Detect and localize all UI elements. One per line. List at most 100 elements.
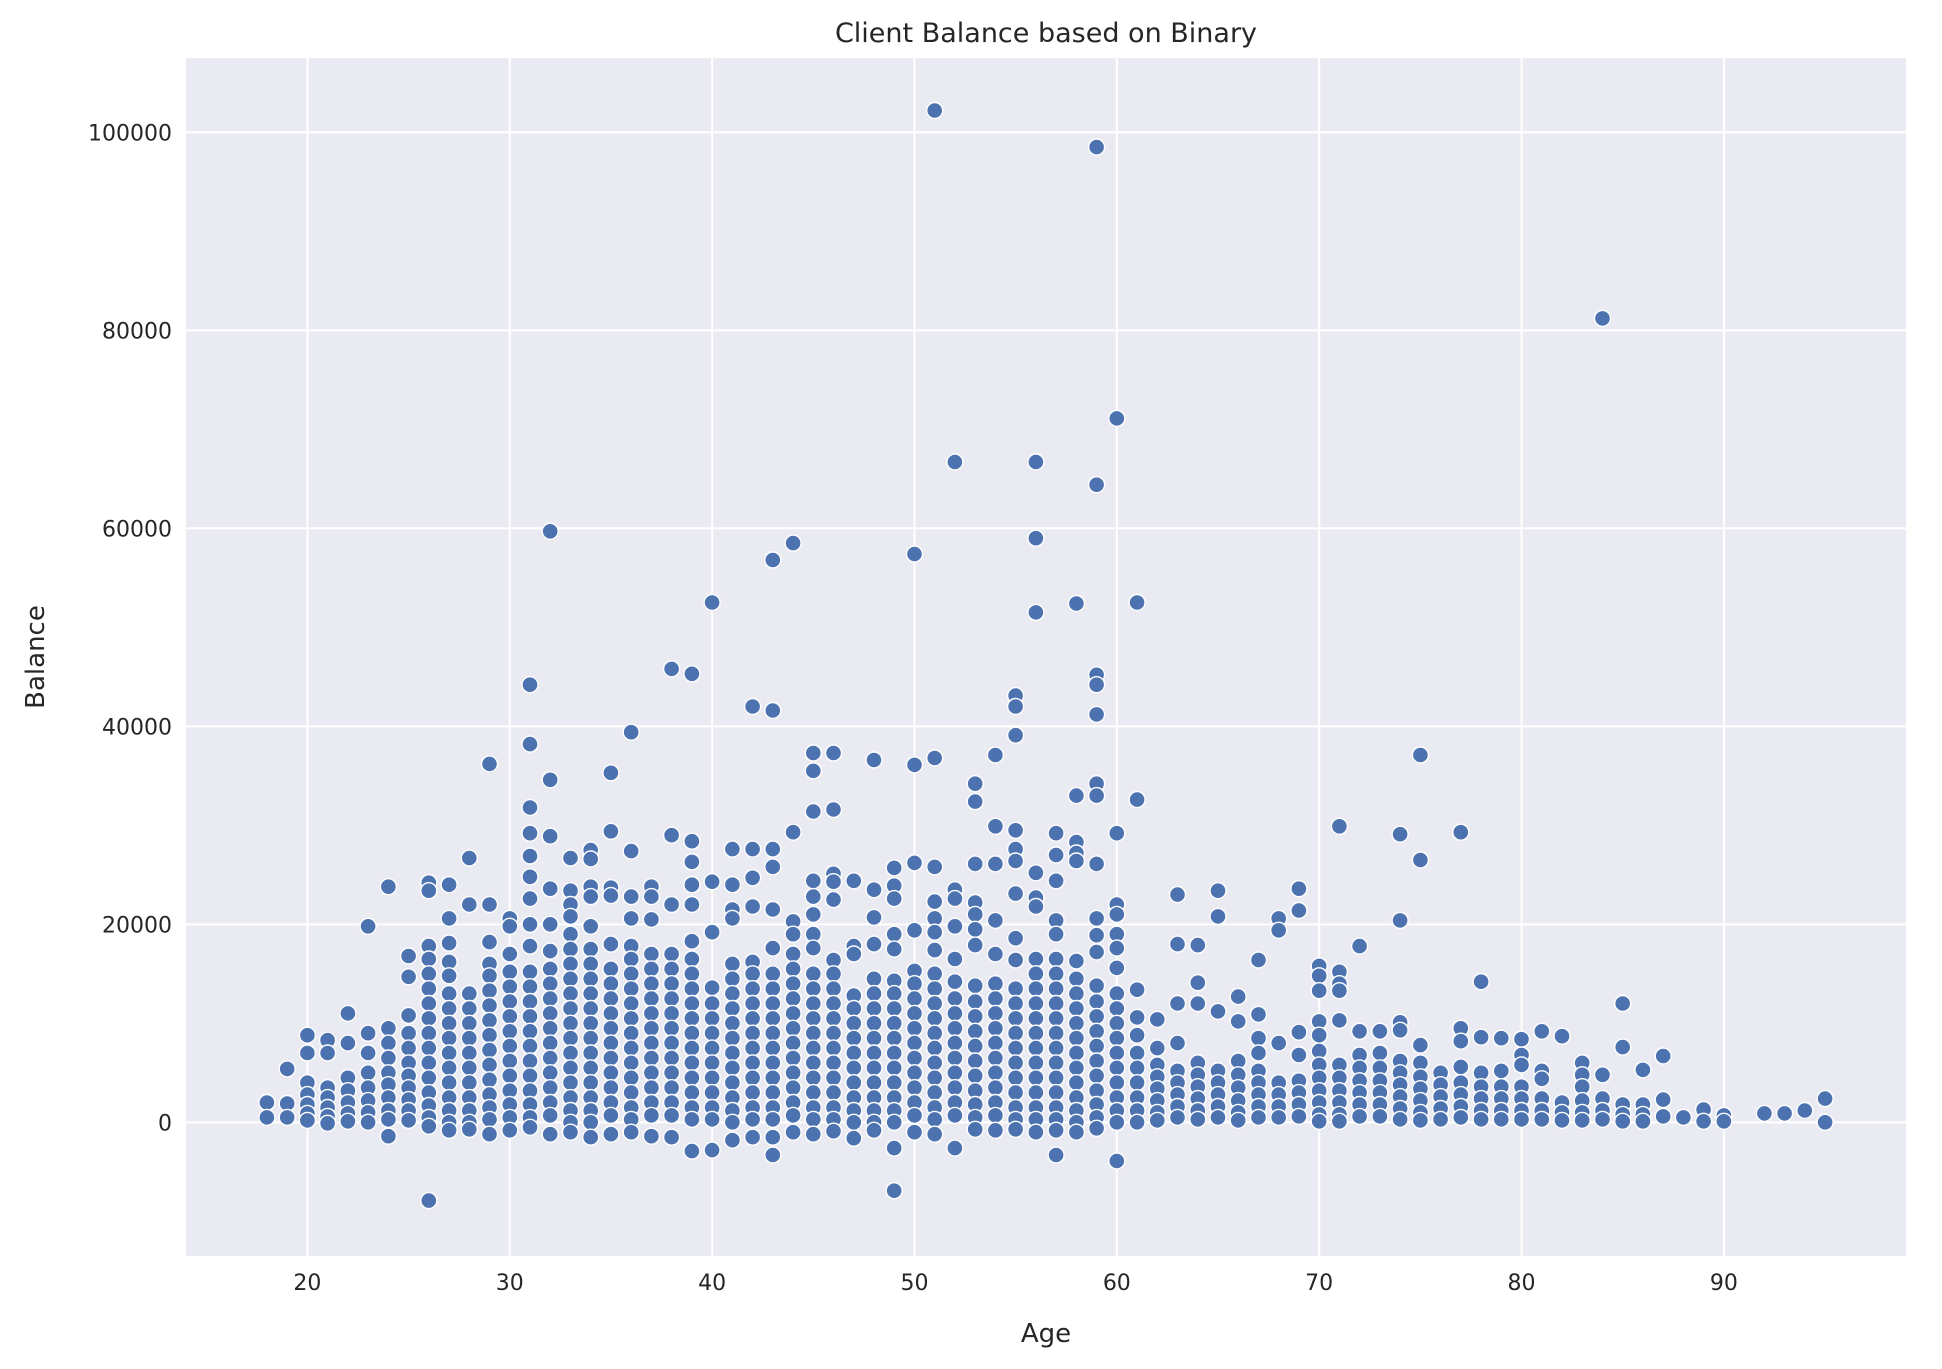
data-point	[966, 1120, 984, 1139]
data-point	[541, 942, 559, 960]
data-point	[622, 887, 640, 906]
data-point	[662, 989, 681, 1008]
data-point	[501, 992, 519, 1011]
data-point	[683, 1054, 701, 1072]
data-point	[480, 755, 499, 773]
data-point	[683, 1069, 701, 1087]
data-point	[1654, 1047, 1672, 1065]
data-point	[1209, 882, 1227, 900]
data-point	[865, 999, 883, 1018]
data-point	[1634, 1061, 1652, 1079]
data-point	[926, 1069, 944, 1087]
data-point	[804, 802, 822, 821]
data-point	[521, 735, 539, 753]
data-point	[1452, 1032, 1470, 1050]
data-point	[946, 1019, 964, 1038]
data-point	[582, 999, 600, 1018]
data-point	[764, 551, 782, 569]
data-point	[379, 1127, 398, 1145]
data-point	[460, 1120, 478, 1139]
data-point	[966, 936, 984, 954]
data-point	[703, 1141, 721, 1159]
data-point	[1006, 1024, 1025, 1042]
data-point	[1775, 1104, 1794, 1123]
data-point	[440, 999, 458, 1018]
data-point	[683, 980, 701, 998]
data-point	[622, 723, 640, 741]
data-point	[379, 1034, 398, 1052]
data-point	[642, 989, 661, 1008]
data-point	[1593, 1066, 1612, 1084]
data-point	[946, 1049, 964, 1067]
data-point	[905, 854, 924, 872]
data-point	[683, 665, 701, 683]
data-point	[622, 980, 640, 998]
data-point	[743, 980, 762, 998]
data-point	[824, 800, 843, 819]
data-point	[440, 967, 458, 985]
data-point	[1168, 935, 1187, 953]
data-point	[561, 1029, 580, 1047]
data-point	[1613, 1038, 1632, 1056]
data-point	[804, 1083, 822, 1102]
data-point	[1573, 1111, 1591, 1130]
data-point	[1694, 1112, 1713, 1131]
data-point	[1067, 1059, 1086, 1077]
data-point	[824, 994, 843, 1013]
data-point	[521, 1022, 539, 1041]
data-point	[622, 994, 640, 1013]
data-point	[784, 1078, 802, 1097]
data-point	[804, 887, 822, 906]
data-point	[318, 1044, 337, 1062]
data-point	[905, 989, 924, 1008]
data-point	[1108, 1073, 1126, 1092]
data-point	[723, 1073, 742, 1092]
data-point	[440, 909, 458, 928]
data-point	[926, 892, 944, 911]
data-point	[1087, 977, 1106, 995]
data-point	[662, 975, 681, 993]
data-point	[824, 980, 843, 998]
data-point	[662, 1106, 681, 1125]
data-point	[1006, 1009, 1025, 1028]
data-point	[986, 945, 1005, 963]
data-point	[1249, 1005, 1268, 1024]
data-point	[1067, 970, 1086, 988]
data-point	[986, 1034, 1005, 1052]
data-point	[784, 989, 802, 1008]
data-point	[1512, 1056, 1531, 1074]
data-point	[824, 744, 843, 762]
data-point	[926, 1009, 944, 1028]
data-point	[298, 1111, 317, 1130]
data-point	[764, 858, 782, 876]
data-point	[764, 1024, 782, 1042]
data-point	[662, 826, 681, 844]
x-tick-label: 60	[1103, 1271, 1131, 1296]
x-tick-label: 80	[1508, 1271, 1536, 1296]
data-point	[541, 522, 559, 540]
data-point	[1189, 974, 1207, 992]
data-point	[1087, 1052, 1106, 1070]
data-point	[541, 1078, 559, 1097]
data-point	[1148, 1010, 1167, 1029]
data-point	[784, 975, 802, 993]
data-point	[1816, 1089, 1834, 1108]
data-point	[359, 917, 377, 935]
data-point	[926, 1054, 944, 1072]
data-point	[804, 1039, 822, 1057]
data-point	[480, 895, 499, 914]
data-point	[743, 1128, 762, 1146]
data-point	[683, 1110, 701, 1129]
data-point	[986, 1078, 1005, 1097]
data-point	[602, 1019, 620, 1038]
data-point	[1350, 1107, 1369, 1126]
data-point	[966, 1037, 984, 1055]
data-point	[905, 1106, 924, 1125]
data-point	[521, 798, 539, 817]
data-point	[865, 970, 883, 988]
data-point	[743, 840, 762, 858]
data-point	[804, 965, 822, 983]
data-point	[541, 880, 559, 898]
data-point	[1533, 1070, 1551, 1088]
data-point	[926, 749, 944, 767]
